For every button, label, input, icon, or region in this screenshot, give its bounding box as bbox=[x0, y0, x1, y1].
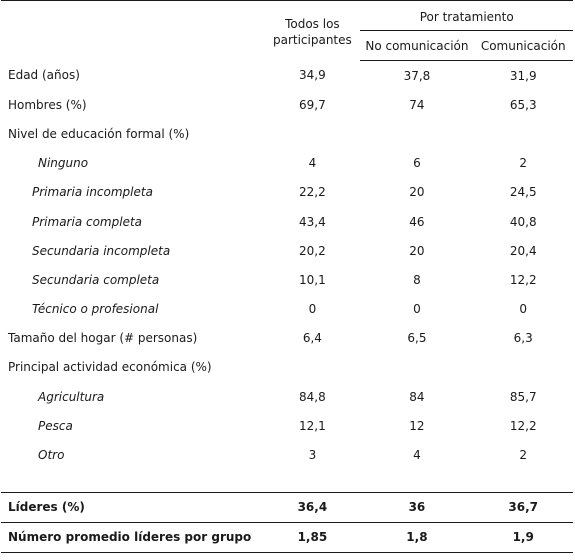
table-row: Secundaria completa 10,1 8 12,2 bbox=[1, 265, 573, 294]
row-label: Hombres (%) bbox=[8, 97, 87, 112]
cell-all: 4 bbox=[308, 156, 317, 171]
table-row: Agricultura 84,8 84 85,7 bbox=[1, 382, 573, 411]
table-row: Primaria incompleta 22,2 20 24,5 bbox=[1, 178, 573, 207]
cell-no-communication: 4 bbox=[413, 448, 421, 463]
cell-no-communication: 36 bbox=[360, 491, 474, 523]
cell-communication: 65,3 bbox=[509, 97, 537, 112]
table-row: Hombres (%) 69,7 74 65,3 bbox=[1, 90, 573, 119]
table-row: Nivel de educación formal (%) bbox=[1, 119, 573, 148]
cell-all: 43,4 bbox=[299, 214, 326, 229]
row-label: Ninguno bbox=[38, 156, 89, 171]
cell-no-communication: 46 bbox=[409, 214, 425, 229]
table-body: Edad (años) 34,9 37,8 31,9 Hombres (%) 6… bbox=[1, 61, 573, 553]
header-no-communication: No comunicación bbox=[360, 30, 474, 61]
table-row: Otro 3 4 2 bbox=[1, 440, 573, 469]
row-label: Secundaria completa bbox=[32, 272, 160, 287]
row-label: Principal actividad económica (%) bbox=[8, 360, 212, 375]
cell-all bbox=[264, 353, 360, 382]
cell-all bbox=[264, 119, 360, 148]
cell-communication: 85,7 bbox=[509, 389, 537, 404]
cell-communication: 1,9 bbox=[473, 521, 573, 553]
cell-all: 3 bbox=[308, 448, 317, 463]
cell-communication: 12,2 bbox=[509, 418, 537, 433]
row-label: Primaria incompleta bbox=[32, 185, 153, 200]
row-label: Pesca bbox=[38, 418, 73, 433]
spacer-row bbox=[1, 470, 573, 493]
row-label: Agricultura bbox=[38, 389, 105, 404]
cell-communication bbox=[473, 353, 573, 382]
cell-no-communication: 12 bbox=[409, 418, 425, 433]
table-row: Edad (años) 34,9 37,8 31,9 bbox=[1, 61, 573, 91]
cell-all: 12,1 bbox=[299, 418, 326, 433]
cell-all: 6,4 bbox=[302, 331, 322, 346]
cell-no-communication: 6,5 bbox=[407, 331, 427, 346]
header-communication: Comunicación bbox=[473, 30, 573, 61]
row-label: Técnico o profesional bbox=[32, 302, 159, 317]
cell-no-communication: 84 bbox=[409, 389, 425, 404]
table-row: Técnico o profesional 0 0 0 bbox=[1, 295, 573, 324]
row-label: Primaria completa bbox=[32, 214, 143, 229]
header-by-treatment: Por tratamiento bbox=[360, 4, 573, 31]
row-label: Otro bbox=[38, 448, 65, 463]
cell-no-communication: 20 bbox=[409, 185, 425, 200]
cell-communication: 2 bbox=[519, 448, 528, 463]
cell-communication: 31,9 bbox=[509, 68, 537, 83]
cell-communication: 12,2 bbox=[509, 272, 537, 287]
cell-communication: 6,3 bbox=[513, 331, 533, 346]
cell-communication: 0 bbox=[519, 302, 528, 317]
cell-all: 84,8 bbox=[299, 389, 326, 404]
table-row: Pesca 12,1 12 12,2 bbox=[1, 411, 573, 440]
cell-communication: 24,5 bbox=[509, 185, 537, 200]
cell-communication: 2 bbox=[519, 156, 528, 171]
cell-no-communication bbox=[360, 119, 473, 148]
table-row: Principal actividad económica (%) bbox=[1, 353, 573, 382]
cell-no-communication: 20 bbox=[409, 243, 425, 258]
row-label: Edad (años) bbox=[8, 68, 80, 83]
cell-all: 36,4 bbox=[264, 491, 361, 523]
table-row: Primaria completa 43,4 46 40,8 bbox=[1, 207, 573, 236]
cell-communication: 36,7 bbox=[473, 491, 573, 523]
summary-row: Líderes (%) 36,4 36 36,7 bbox=[1, 491, 573, 523]
participants-table: Todos los participantes Por tratamiento … bbox=[1, 4, 573, 553]
table-row: Secundaria incompleta 20,2 20 20,4 bbox=[1, 236, 573, 265]
table-header: Todos los participantes Por tratamiento … bbox=[1, 4, 573, 61]
cell-no-communication: 6 bbox=[413, 156, 421, 171]
row-label: Nivel de educación formal (%) bbox=[8, 126, 190, 141]
cell-all: 1,85 bbox=[264, 521, 361, 553]
cell-no-communication: 8 bbox=[413, 272, 421, 287]
header-all-participants: Todos los participantes bbox=[272, 17, 352, 48]
table-row: Ninguno 4 6 2 bbox=[1, 149, 573, 178]
cell-all: 22,2 bbox=[299, 185, 326, 200]
row-label: Líderes (%) bbox=[1, 491, 265, 523]
cell-no-communication: 74 bbox=[409, 97, 425, 112]
cell-all: 10,1 bbox=[299, 272, 326, 287]
cell-communication: 40,8 bbox=[509, 214, 537, 229]
cell-communication bbox=[473, 119, 573, 148]
cell-no-communication bbox=[360, 353, 473, 382]
table-row: Tamaño del hogar (# personas) 6,4 6,5 6,… bbox=[1, 324, 573, 353]
row-label: Número promedio líderes por grupo bbox=[1, 521, 265, 553]
row-label: Tamaño del hogar (# personas) bbox=[8, 331, 198, 346]
cell-communication: 20,4 bbox=[509, 243, 537, 258]
header-blank bbox=[1, 4, 264, 61]
summary-row: Número promedio líderes por grupo 1,85 1… bbox=[1, 521, 573, 553]
cell-no-communication: 1,8 bbox=[360, 521, 474, 553]
cell-no-communication: 0 bbox=[413, 302, 421, 317]
cell-no-communication: 37,8 bbox=[403, 68, 431, 83]
row-label: Secundaria incompleta bbox=[32, 243, 171, 258]
cell-all: 34,9 bbox=[299, 68, 326, 83]
cell-all: 69,7 bbox=[299, 97, 326, 112]
top-rule bbox=[1, 0, 573, 1]
cell-all: 20,2 bbox=[299, 243, 326, 258]
cell-all: 0 bbox=[308, 302, 317, 317]
